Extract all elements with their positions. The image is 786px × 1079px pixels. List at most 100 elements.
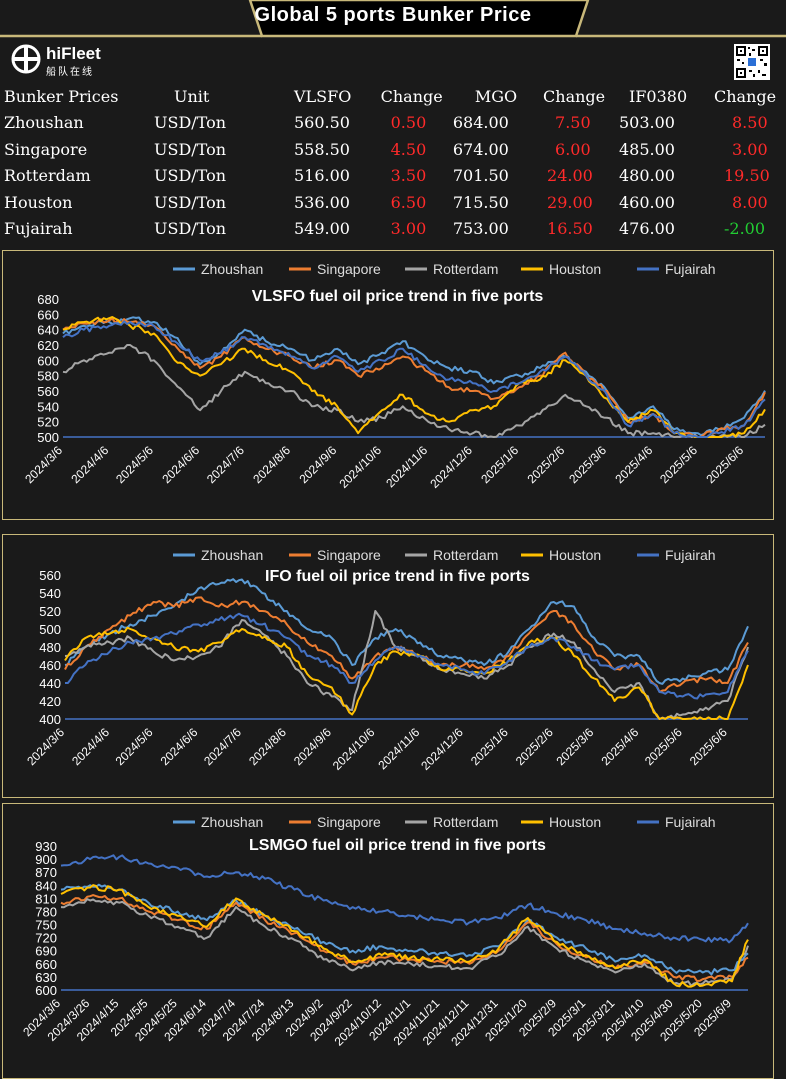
x-tick-label: 2025/4/6: [598, 725, 641, 768]
legend-item: Fujairah: [637, 814, 716, 830]
x-tick-label: 2024/7/6: [204, 443, 247, 486]
mgo-change: 29.00: [547, 192, 593, 212]
port-name: Fujairah: [4, 219, 73, 239]
logo-subtitle: 船队在线: [46, 67, 94, 78]
legend-item: Houston: [521, 261, 601, 277]
legend-label: Zhoushan: [201, 814, 263, 830]
column-header: Change: [380, 86, 443, 106]
unit-cell: USD/Ton: [154, 139, 227, 159]
x-tick-label: 2024/4/6: [68, 443, 111, 486]
port-name: Singapore: [4, 139, 88, 159]
x-tick-label: 2025/3/6: [553, 725, 596, 768]
legend-label: Fujairah: [665, 547, 716, 563]
ifo-chart-panel: Zhoushan Singapore Rotterdam Houston Fujaira…: [2, 534, 774, 798]
x-tick-label: 2024/4/6: [69, 725, 112, 768]
vlsfo-price: 549.00: [294, 219, 350, 239]
y-tick-label: 520: [39, 604, 61, 619]
ifo-price: 480.00: [618, 166, 675, 186]
mgo-price: 753.00: [452, 219, 509, 239]
x-tick-label: 2025/3/6: [566, 443, 609, 486]
vlsfo-change: 3.00: [390, 219, 427, 239]
ifo-price: 485.00: [618, 139, 675, 159]
y-tick-label: 540: [37, 399, 59, 414]
hifleet-logo: hiFleet 船队在线: [10, 44, 120, 78]
x-tick-label: 2024/10/6: [336, 443, 384, 491]
mgo-change: 6.00: [555, 139, 591, 159]
chart-legend: Zhoushan Singapore Rotterdam Houston Fujaira…: [173, 814, 716, 830]
y-tick-label: 840: [35, 878, 57, 893]
ifo-change: 3.00: [732, 139, 768, 159]
legend-item: Zhoushan: [173, 814, 263, 830]
ifo-chart: Zhoushan Singapore Rotterdam Houston Fujaira…: [24, 547, 749, 773]
y-tick-label: 900: [35, 852, 57, 867]
y-tick-label: 690: [35, 944, 57, 959]
ifo-change: -2.00: [724, 219, 766, 239]
chart-legend: Zhoushan Singapore Rotterdam Houston Fujaira…: [173, 547, 716, 563]
unit-cell: USD/Ton: [154, 219, 227, 239]
y-tick-label: 660: [37, 307, 59, 322]
y-tick-label: 600: [35, 983, 57, 998]
ifo-change: 8.00: [732, 192, 768, 212]
series-line-fujairah: [60, 854, 749, 944]
y-tick-label: 520: [37, 415, 59, 430]
table-header-row: Bunker Prices Unit VLSFO Change MGO Chan…: [0, 83, 786, 110]
unit-cell: USD/Ton: [154, 166, 227, 186]
chart-title: LSMGO fuel oil price trend in five ports: [249, 837, 546, 854]
series-line-zhoushan: [60, 883, 749, 976]
table-row: Rotterdam USD/Ton 516.00 3.50 701.50 24.…: [0, 163, 786, 190]
y-tick-label: 780: [35, 904, 57, 919]
legend-label: Singapore: [317, 547, 381, 563]
y-tick-label: 560: [39, 568, 61, 583]
series-line-rotterdam: [62, 344, 766, 438]
vlsfo-price: 560.50: [294, 113, 350, 133]
y-tick-label: 660: [35, 957, 57, 972]
x-tick-label: 2024/8/6: [246, 725, 289, 768]
ifo-price: 503.00: [618, 113, 675, 133]
x-tick-label: 2025/6/6: [687, 725, 730, 768]
legend-label: Houston: [549, 547, 601, 563]
series-line-houston: [60, 884, 749, 988]
hifleet-logo-icon: [11, 44, 41, 74]
legend-item: Houston: [521, 814, 601, 830]
legend-item: Rotterdam: [405, 547, 498, 563]
y-tick-label: 480: [39, 640, 61, 655]
y-tick-label: 750: [35, 918, 57, 933]
y-tick-label: 460: [39, 658, 61, 673]
unit-cell: USD/Ton: [154, 192, 227, 212]
x-tick-label: 2025/1/6: [468, 725, 511, 768]
lsmgo-chart: Zhoushan Singapore Rotterdam Houston Fujaira…: [20, 814, 749, 1049]
mgo-price: 715.50: [452, 192, 509, 212]
table-row: Zhoushan USD/Ton 560.50 0.50 684.00 7.50…: [0, 110, 786, 137]
column-header: Bunker Prices: [4, 86, 119, 106]
y-tick-label: 810: [35, 891, 57, 906]
vlsfo-change: 4.50: [390, 139, 427, 159]
x-tick-label: 2025/6/6: [703, 443, 746, 486]
x-tick-label: 2025/5/6: [642, 725, 685, 768]
legend-item: Rotterdam: [405, 814, 498, 830]
column-header: IF0380: [628, 86, 688, 106]
legend-label: Rotterdam: [433, 261, 498, 277]
legend-label: Zhoushan: [201, 547, 263, 563]
legend-item: Singapore: [289, 261, 381, 277]
y-tick-label: 420: [39, 694, 61, 709]
port-name: Houston: [4, 192, 73, 212]
y-tick-label: 930: [35, 839, 57, 854]
legend-item: Singapore: [289, 814, 381, 830]
y-tick-label: 400: [39, 712, 61, 727]
x-tick-label: 2025/5/6: [657, 443, 700, 486]
y-tick-label: 500: [39, 622, 61, 637]
legend-label: Rotterdam: [433, 547, 498, 563]
mgo-price: 701.50: [452, 166, 509, 186]
table-row: Houston USD/Ton 536.00 6.50 715.50 29.00…: [0, 189, 786, 216]
y-tick-label: 500: [37, 430, 59, 445]
table-row: Singapore USD/Ton 558.50 4.50 674.00 6.0…: [0, 136, 786, 163]
vlsfo-chart: Zhoushan Singapore Rotterdam Houston Fujaira…: [22, 261, 766, 491]
column-header: MGO: [474, 86, 518, 106]
mgo-price: 684.00: [452, 113, 509, 133]
x-tick-label: 2024/11/6: [375, 725, 422, 772]
mgo-change: 24.00: [547, 166, 593, 186]
x-tick-label: 2024/10/6: [330, 725, 378, 773]
page-title: Global 5 ports Bunker Price: [254, 4, 532, 26]
legend-item: Zhoushan: [173, 261, 263, 277]
series-line-fujairah: [62, 320, 766, 438]
